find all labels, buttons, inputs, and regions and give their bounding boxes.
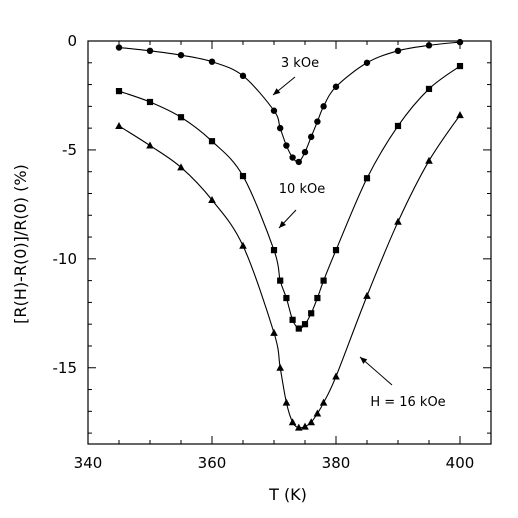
data-point-square [456,62,464,70]
data-point-square [115,88,123,95]
x-axis-title: T (K) [268,485,307,504]
data-point-square [394,122,402,130]
curves [118,41,461,429]
y-tick-label: -15 [53,359,78,377]
data-point-triangle [319,398,328,406]
y-axis: 0 -5 -10 -15 [53,32,491,434]
data-point-triangle [239,241,247,249]
x-axis: 340 360 380 400 [74,41,492,472]
data-point-triangle [270,328,278,336]
data-point-triangle [295,423,303,431]
data-point-triangle [115,121,123,129]
data-point-circle [277,124,284,132]
annotation-arrowhead [360,357,368,364]
data-point-triangle [282,398,291,406]
data-point-square [283,294,290,302]
data-point-circle [283,142,290,149]
y-tick-label: 0 [67,32,77,50]
data-point-circle [425,42,433,49]
data-point-circle [270,107,278,114]
data-point-square [239,172,247,180]
data-point-triangle [456,111,464,119]
data-point-circle [394,47,402,55]
y-tick-label: -10 [53,250,78,268]
data-point-square [320,277,327,284]
annotation-arrow [359,356,393,386]
annotation-label: 3 kOe [281,56,319,71]
x-tick-label: 400 [446,454,475,472]
data-point-square [208,138,216,145]
data-point-circle [289,154,296,161]
data-point-square [314,294,321,302]
data-point-square [289,316,296,323]
data-point-triangle [313,409,322,417]
data-point-triangle [177,163,185,171]
annotation-arrowhead [279,220,286,228]
y-axis-title: [R(H)-R(0)]/R(0) (%) [11,164,30,324]
data-point-triangle [363,291,371,299]
markers [115,38,464,431]
data-point-square [270,247,278,254]
data-point-triangle [146,141,154,149]
plot-area [87,40,492,445]
data-point-circle [177,51,185,59]
annotation-label: H = 16 kOe [370,395,445,410]
data-point-triangle [332,372,340,380]
data-point-circle [363,59,371,66]
x-tick-label: 340 [74,454,103,472]
data-point-circle [115,44,123,51]
data-point-triangle [394,217,402,225]
data-point-square [301,321,309,328]
data-point-square [277,277,284,284]
data-point-circle [332,83,340,90]
y-tick-label: -5 [62,141,77,159]
data-point-triangle [301,422,309,430]
plot-frame [87,40,492,445]
data-point-circle [320,103,327,110]
data-point-triangle [208,196,216,204]
annotations: 3 kOe 10 kOe H = 16 kOe [272,56,446,410]
data-point-circle [314,118,321,125]
data-point-triangle [425,156,433,164]
data-point-circle [208,58,216,65]
data-point-square [425,85,433,93]
data-point-triangle [276,363,284,371]
annotation-label: 10 kOe [279,182,325,197]
data-point-square [308,310,315,317]
data-point-circle [301,148,309,156]
data-point-triangle [307,418,315,426]
x-tick-label: 380 [322,454,351,472]
data-point-triangle [288,418,297,426]
data-point-square [177,114,185,121]
data-point-square [332,247,340,254]
series-1-line [118,65,461,330]
data-point-circle [295,158,302,166]
data-point-square [146,98,154,106]
data-point-circle [239,72,247,80]
series-2-line [118,114,461,429]
x-tick-label: 360 [198,454,227,472]
data-point-square [363,175,371,182]
data-point-circle [146,47,154,55]
data-point-circle [308,133,315,141]
annotation-arrowhead [273,88,281,95]
data-point-square [295,325,302,332]
